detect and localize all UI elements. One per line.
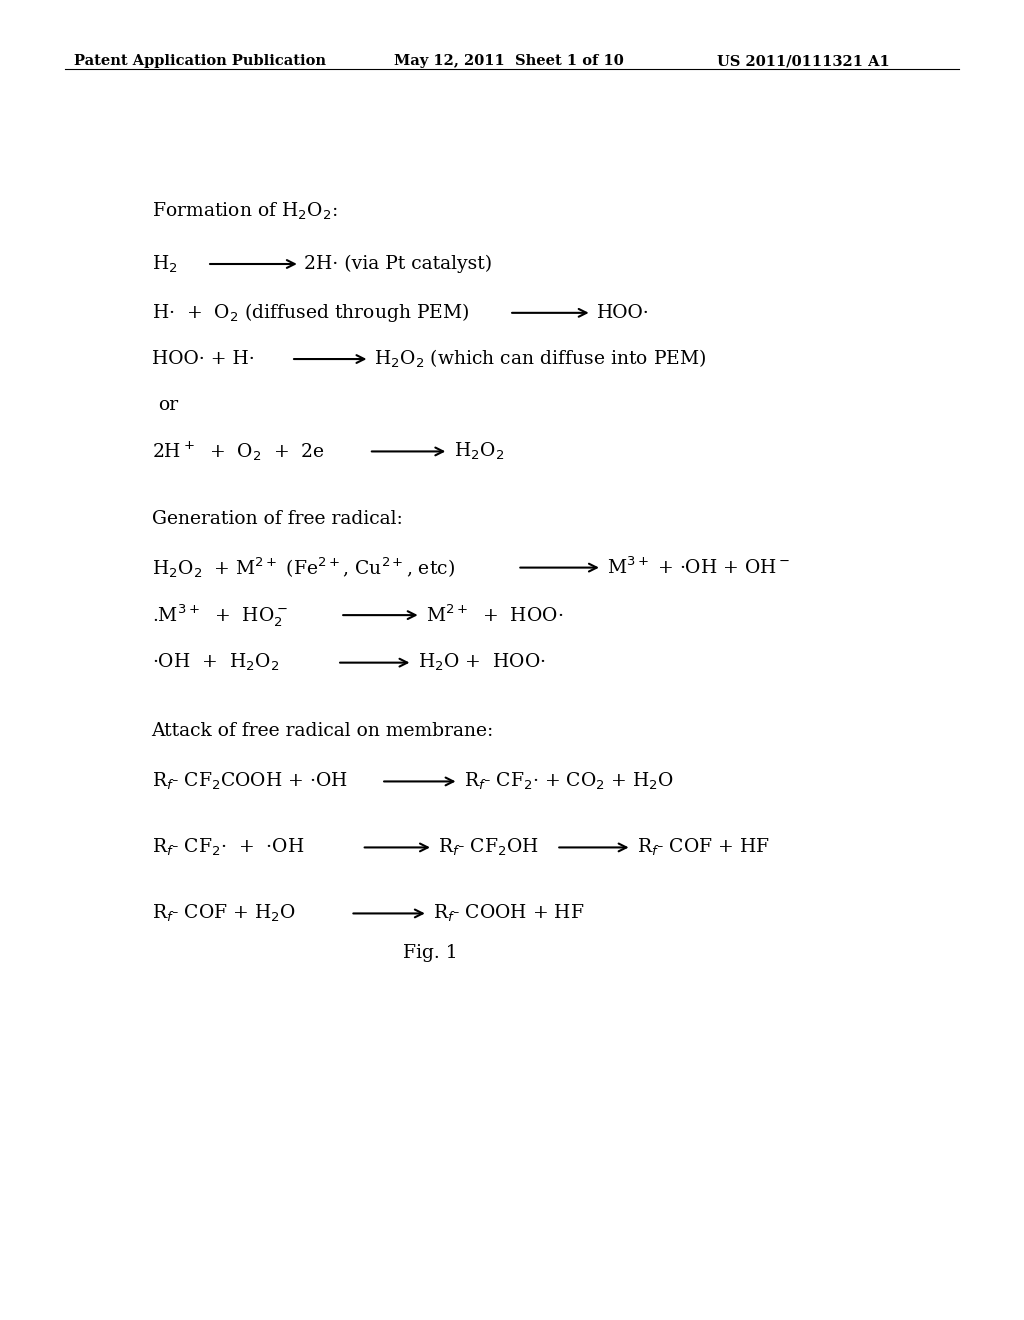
Text: Fig. 1: Fig. 1 [402,944,458,962]
Text: May 12, 2011  Sheet 1 of 10: May 12, 2011 Sheet 1 of 10 [394,54,624,69]
Text: M$^{2+}$  +  HOO·: M$^{2+}$ + HOO· [426,605,563,626]
Text: R$_f$- COOH + HF: R$_f$- COOH + HF [433,903,585,924]
Text: M$^{3+}$ + ·OH + OH$^-$: M$^{3+}$ + ·OH + OH$^-$ [607,557,791,578]
Text: or: or [158,396,178,414]
Text: ·OH  +  H$_2$O$_2$: ·OH + H$_2$O$_2$ [152,652,279,673]
Text: Patent Application Publication: Patent Application Publication [74,54,326,69]
Text: R$_f$- CF$_2$· + CO$_2$ + H$_2$O: R$_f$- CF$_2$· + CO$_2$ + H$_2$O [464,771,674,792]
Text: 2H$^+$  +  O$_2$  +  2e: 2H$^+$ + O$_2$ + 2e [152,440,325,463]
Text: H$_2$O +  HOO·: H$_2$O + HOO· [418,652,546,673]
Text: .M$^{3+}$  +  HO$_2^-$: .M$^{3+}$ + HO$_2^-$ [152,602,288,628]
Text: Attack of free radical on membrane:: Attack of free radical on membrane: [152,722,494,741]
Text: HOO·: HOO· [597,304,650,322]
Text: H$_2$O$_2$: H$_2$O$_2$ [454,441,504,462]
Text: H$_2$O$_2$  + M$^{2+}$ (Fe$^{2+}$, Cu$^{2+}$, etc): H$_2$O$_2$ + M$^{2+}$ (Fe$^{2+}$, Cu$^{2… [152,556,455,579]
Text: US 2011/0111321 A1: US 2011/0111321 A1 [717,54,890,69]
Text: H·  +  O$_2$ (diffused through PEM): H· + O$_2$ (diffused through PEM) [152,301,469,325]
Text: HOO· + H·: HOO· + H· [152,350,254,368]
Text: R$_f$- CF$_2$COOH + ·OH: R$_f$- CF$_2$COOH + ·OH [152,771,347,792]
Text: R$_f$- CF$_2$·  +  ·OH: R$_f$- CF$_2$· + ·OH [152,837,304,858]
Text: R$_f$- COF + H$_2$O: R$_f$- COF + H$_2$O [152,903,295,924]
Text: R$_f$- COF + HF: R$_f$- COF + HF [637,837,770,858]
Text: Generation of free radical:: Generation of free radical: [152,510,402,528]
Text: 2H· (via Pt catalyst): 2H· (via Pt catalyst) [304,255,493,273]
Text: H$_2$O$_2$ (which can diffuse into PEM): H$_2$O$_2$ (which can diffuse into PEM) [374,348,707,370]
Text: Formation of H$_2$O$_2$:: Formation of H$_2$O$_2$: [152,201,337,222]
Text: H$_2$: H$_2$ [152,253,177,275]
Text: R$_f$- CF$_2$OH: R$_f$- CF$_2$OH [438,837,539,858]
